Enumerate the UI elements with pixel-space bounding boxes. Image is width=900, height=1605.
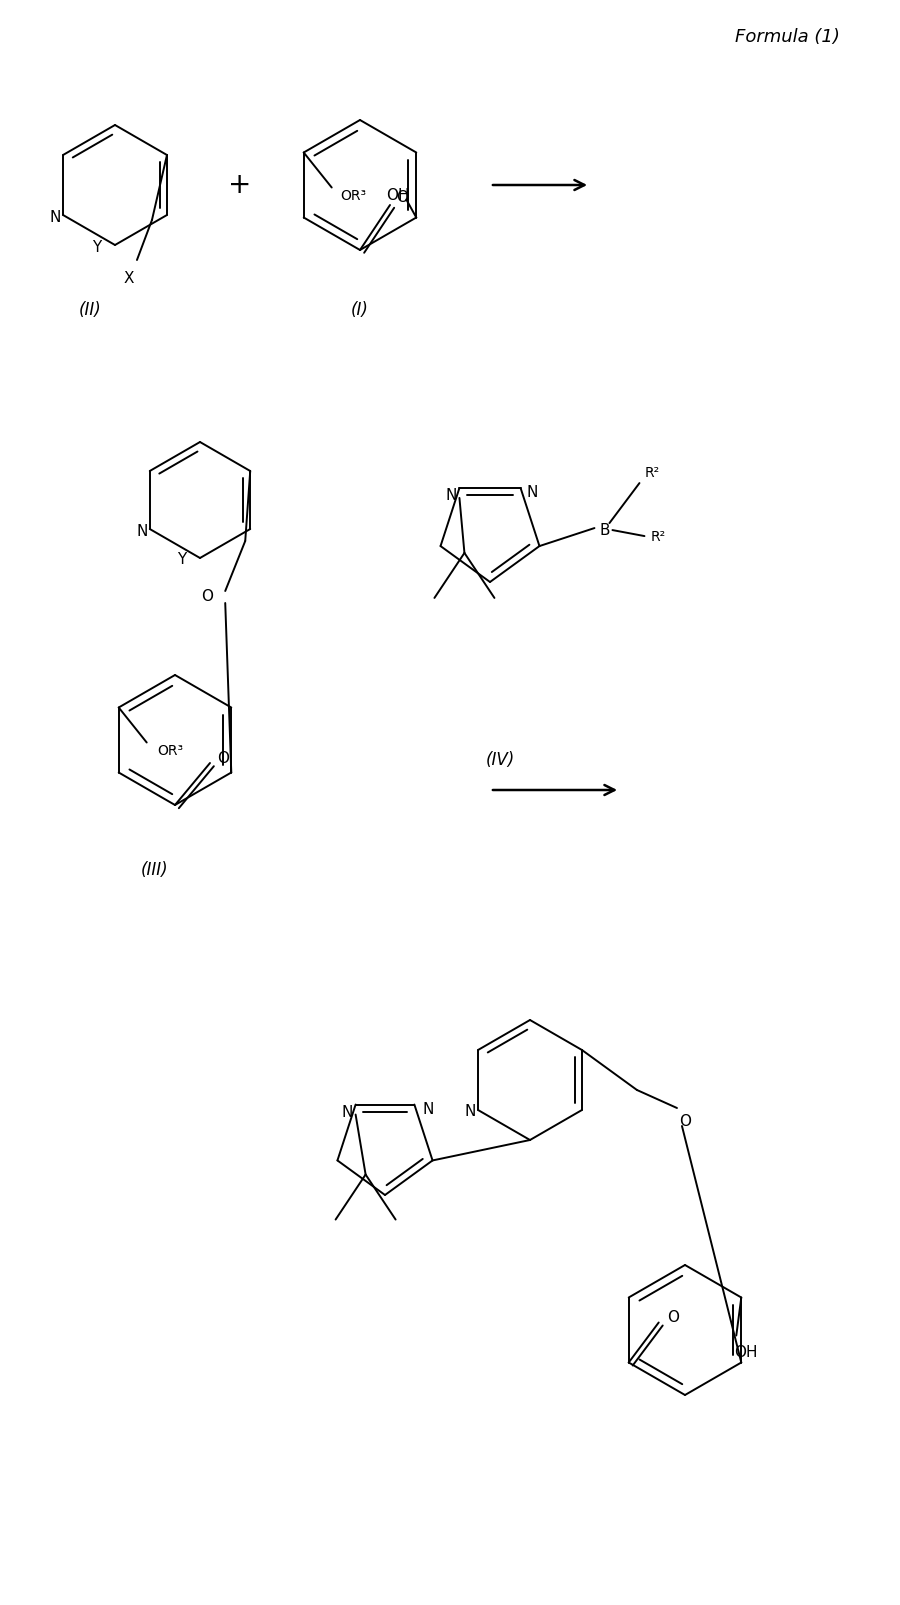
Text: O: O — [217, 751, 229, 766]
Text: N: N — [342, 1106, 354, 1120]
Text: N: N — [423, 1103, 434, 1117]
Text: O: O — [679, 1114, 691, 1130]
Text: OH: OH — [386, 188, 410, 202]
Text: OH: OH — [734, 1345, 758, 1359]
Text: Y: Y — [93, 239, 102, 255]
Text: N: N — [136, 523, 148, 539]
Text: N: N — [464, 1104, 476, 1120]
Text: (II): (II) — [78, 302, 102, 319]
Text: O: O — [667, 1310, 679, 1326]
Text: (IV): (IV) — [485, 751, 515, 769]
Text: N: N — [446, 488, 457, 504]
Text: Y: Y — [177, 552, 186, 568]
Text: R²: R² — [645, 465, 660, 480]
Text: OR³: OR³ — [340, 188, 367, 202]
Text: B: B — [599, 523, 609, 538]
Text: (I): (I) — [351, 302, 369, 319]
Text: O: O — [202, 589, 213, 603]
Text: X: X — [123, 271, 134, 286]
Text: (III): (III) — [141, 860, 169, 880]
Text: N: N — [526, 485, 538, 501]
Text: OR³: OR³ — [158, 743, 184, 758]
Text: Formula (1): Formula (1) — [735, 27, 840, 47]
Text: N: N — [50, 210, 60, 225]
Text: O: O — [396, 189, 408, 204]
Text: +: + — [229, 172, 252, 199]
Text: R²: R² — [651, 530, 666, 544]
